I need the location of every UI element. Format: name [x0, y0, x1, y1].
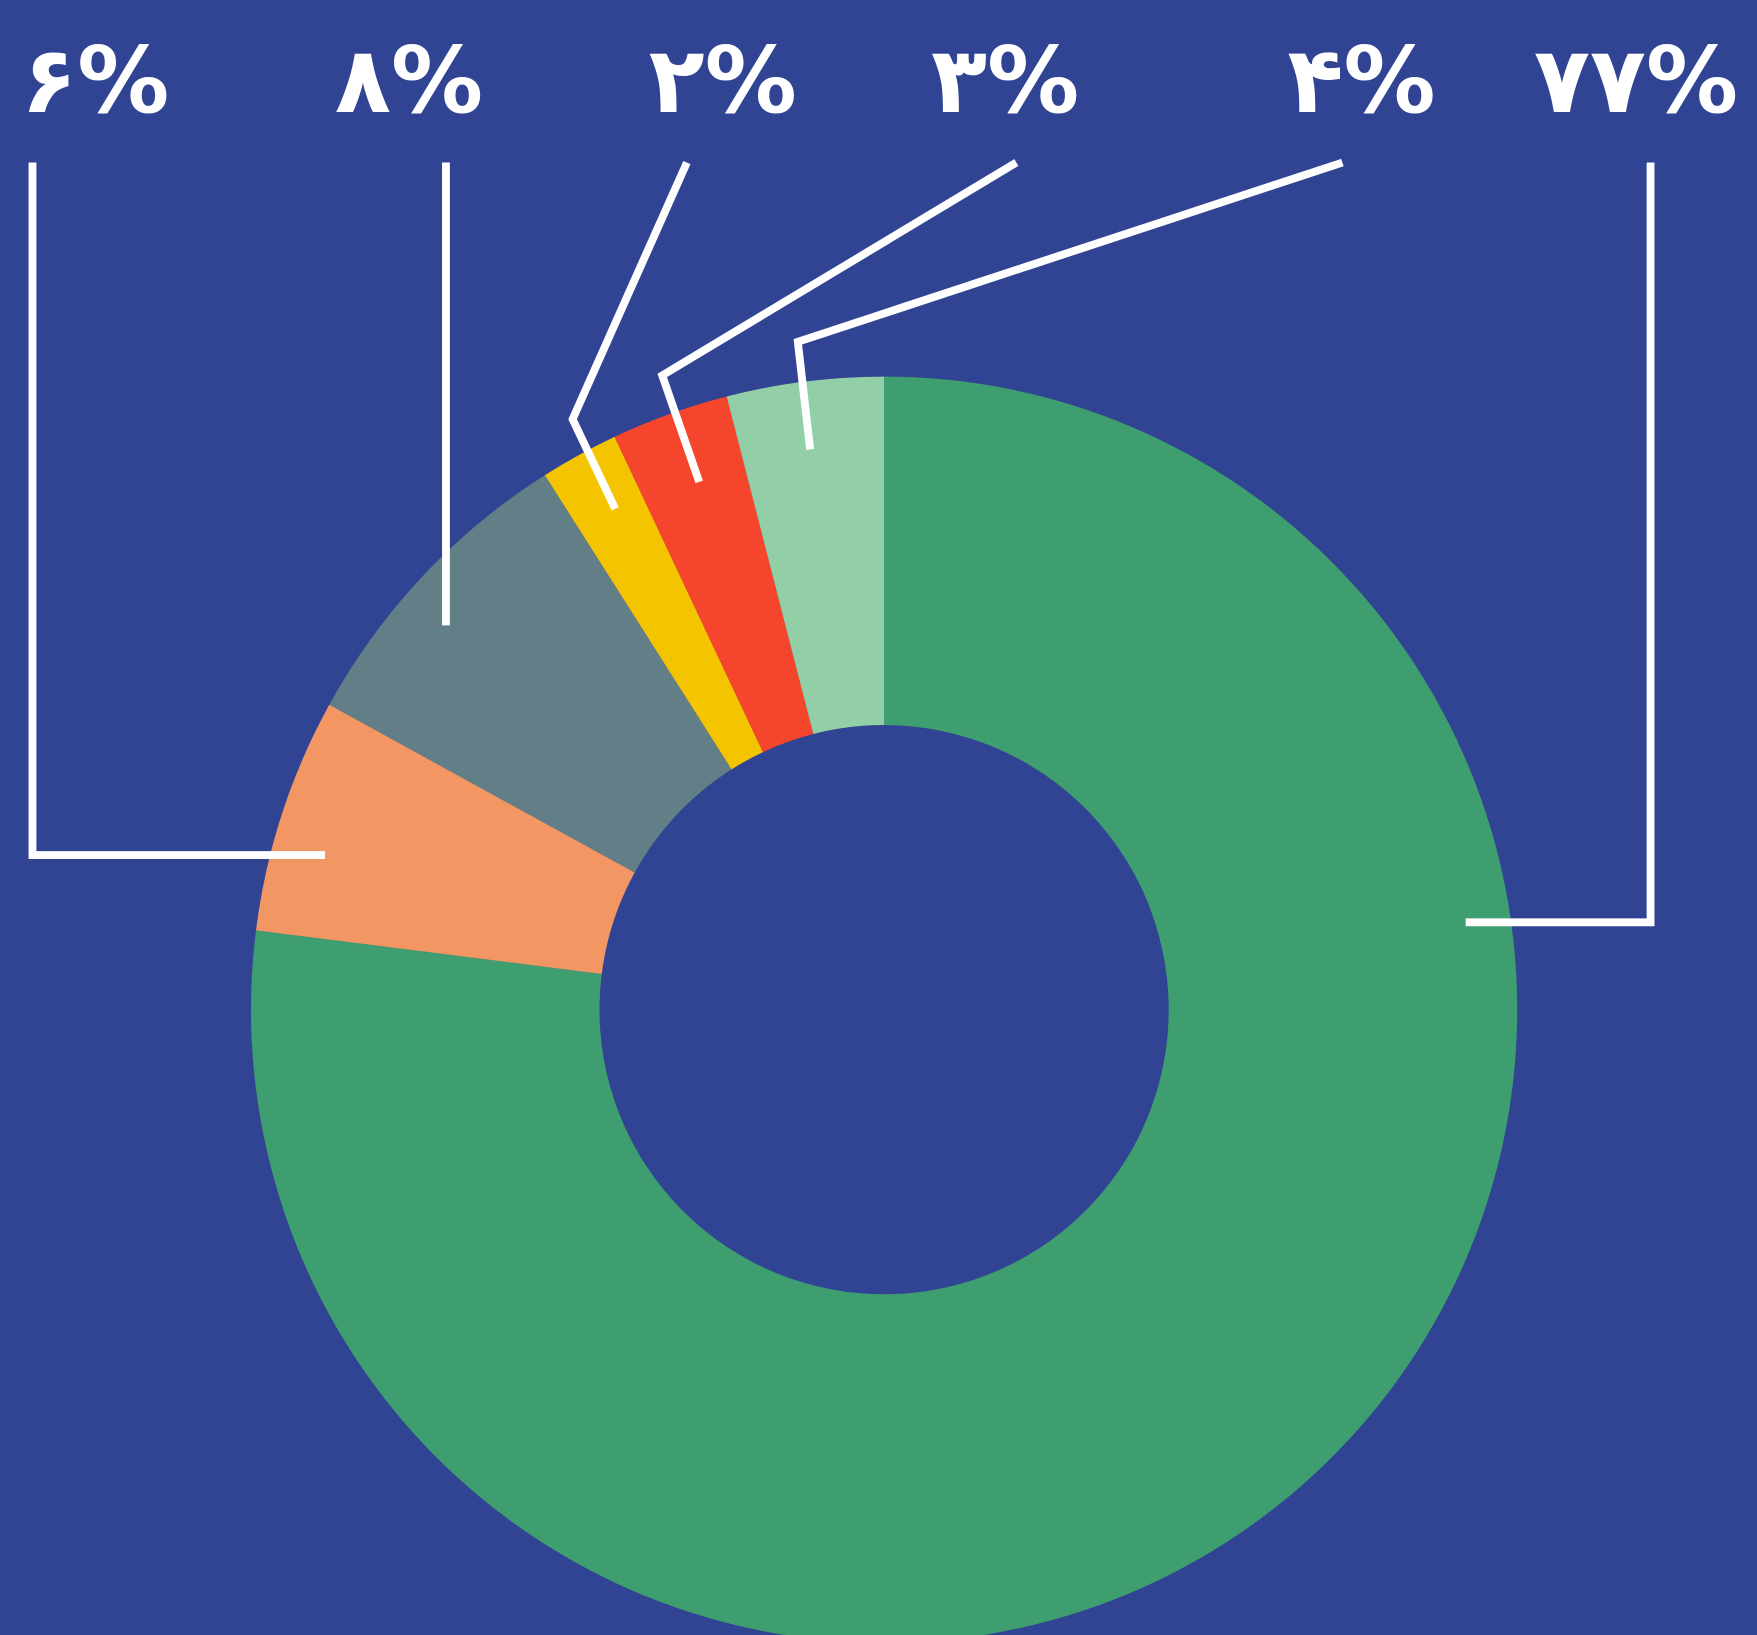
data-label: ۴% — [1287, 27, 1435, 134]
labels: ۷۷% ۶% ۸% ۲% ۳% ۴% — [21, 27, 1738, 134]
leader-line — [1465, 162, 1655, 927]
slice — [614, 396, 814, 753]
leader-line — [657, 159, 1019, 484]
leader-line — [793, 158, 1344, 450]
leader-line — [568, 160, 691, 511]
data-label: ۷۷% — [1534, 27, 1738, 134]
slice — [329, 475, 732, 873]
slice — [251, 376, 1518, 1635]
slices — [251, 376, 1518, 1635]
data-label: ۳% — [931, 27, 1079, 134]
data-label: ۶% — [21, 27, 169, 134]
slice — [726, 376, 885, 734]
slice — [255, 704, 635, 974]
data-label: ۸% — [335, 27, 483, 134]
data-label: ۲% — [649, 27, 797, 134]
leader-line — [28, 162, 325, 859]
slice — [544, 436, 763, 770]
